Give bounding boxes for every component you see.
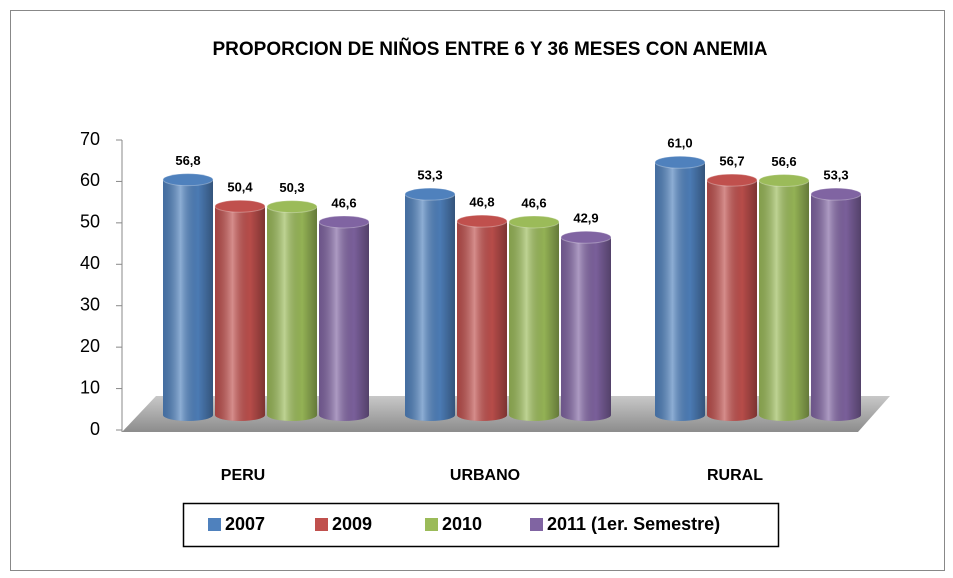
bar-top [456, 214, 508, 228]
bar-shade [267, 206, 317, 421]
legend-box [182, 502, 780, 548]
data-label: 61,0 [667, 136, 692, 151]
bar-top [560, 230, 612, 244]
x-tick-label: RURAL [707, 467, 763, 484]
bar-shade [405, 194, 455, 421]
x-tick-label: URBANO [450, 467, 520, 484]
bar-top [654, 155, 706, 169]
bar-shade [707, 180, 757, 421]
bar-top [508, 215, 560, 229]
data-label: 42,9 [573, 211, 598, 226]
y-tick-label: 0 [90, 419, 100, 439]
data-label: 56,6 [771, 154, 796, 169]
bar-shade [215, 206, 265, 421]
bar-shade [319, 221, 369, 421]
bar-top [318, 215, 370, 229]
data-label: 53,3 [417, 168, 442, 183]
y-tick-label: 40 [80, 253, 100, 273]
legend-swatch [315, 518, 328, 531]
legend-label: 2009 [332, 514, 372, 534]
data-label: 46,8 [469, 195, 494, 210]
y-tick-label: 10 [80, 377, 100, 397]
bar-top [706, 173, 758, 187]
bar-top [404, 187, 456, 201]
legend-swatch [425, 518, 438, 531]
chart-title: PROPORCION DE NIÑOS ENTRE 6 Y 36 MESES C… [213, 38, 768, 60]
bar-top [758, 174, 810, 188]
bar-shade [561, 237, 611, 421]
data-label: 50,4 [227, 180, 253, 195]
x-tick-label: PERU [221, 467, 265, 484]
data-label: 53,3 [823, 168, 848, 183]
bar-shade [509, 221, 559, 421]
bar-top [214, 199, 266, 213]
y-tick-label: 30 [80, 294, 100, 314]
legend-label: 2011 (1er. Semestre) [547, 514, 720, 534]
legend-swatch [530, 518, 543, 531]
y-tick-label: 20 [80, 336, 100, 356]
data-label: 46,6 [521, 195, 546, 210]
y-tick-label: 70 [80, 129, 100, 149]
bar-top [162, 173, 214, 187]
legend-swatch [208, 518, 221, 531]
legend-label: 2007 [225, 514, 265, 534]
bar-top [266, 200, 318, 214]
legend-label: 2010 [442, 514, 482, 534]
bar-shade [163, 179, 213, 421]
data-label: 46,6 [331, 195, 356, 210]
y-tick-label: 50 [80, 212, 100, 232]
bar-shade [759, 180, 809, 421]
bar-shade [811, 194, 861, 421]
data-label: 56,7 [719, 154, 744, 169]
data-label: 50,3 [279, 180, 304, 195]
data-label: 56,8 [175, 153, 200, 168]
bar-shade [457, 221, 507, 421]
y-tick-label: 60 [80, 170, 100, 190]
bar-top [810, 187, 862, 201]
bar-shade [655, 162, 705, 422]
